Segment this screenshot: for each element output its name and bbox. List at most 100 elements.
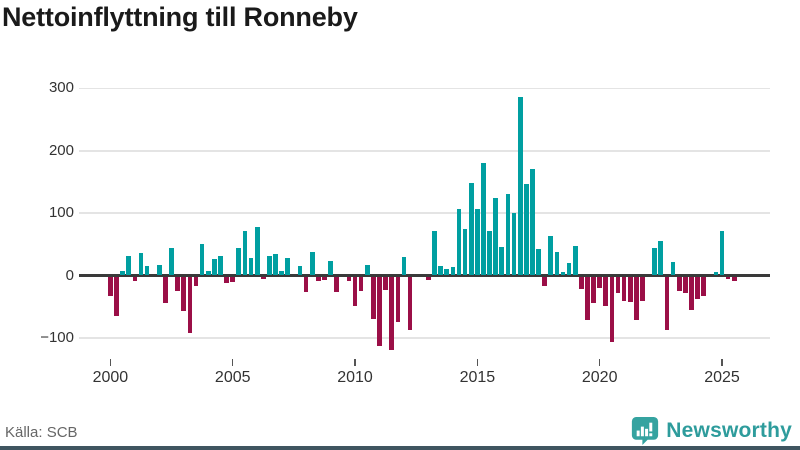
- bar-2008-q1: [303, 276, 309, 293]
- bar-2008-q2: [309, 252, 315, 276]
- bar-2011-q4: [395, 276, 401, 323]
- gridline-y-300: [79, 87, 770, 90]
- bar-2004-q1: [205, 271, 211, 276]
- bar-2006-q3: [267, 256, 272, 276]
- x-axis-label-2015: 2015: [459, 369, 496, 386]
- bar-2005-q2: [236, 248, 242, 276]
- bar-2001-q2: [138, 253, 144, 276]
- bar-2011-q3: [389, 276, 395, 351]
- bar-2000-q3: [120, 270, 125, 276]
- bar-2015-q4: [493, 198, 499, 276]
- y-axis-label-100: 100: [48, 204, 74, 222]
- bar-2010-q3: [364, 264, 370, 276]
- bar-2003-q4: [199, 243, 205, 276]
- bar-2019-q2: [578, 276, 584, 289]
- bar-2006-q1: [254, 227, 260, 276]
- bar-2005-q4: [248, 258, 254, 276]
- bar-2011-q2: [383, 276, 388, 291]
- x-axis-tick-2015: [476, 359, 479, 366]
- bar-2004-q4: [224, 276, 229, 284]
- bar-2015-q2: [481, 163, 486, 276]
- bar-2014-q3: [462, 228, 468, 276]
- bar-2022-q4: [664, 276, 670, 330]
- gridline-y-200: [79, 150, 770, 152]
- bar-2019-q4: [591, 276, 596, 303]
- bar-2016-q4: [517, 97, 523, 276]
- bar-2010-q1: [352, 276, 358, 306]
- bar-2021-q3: [634, 276, 639, 320]
- bar-2021-q1: [621, 276, 627, 301]
- zero-axis-line: [79, 274, 770, 277]
- newsworthy-wordmark: Newsworthy: [666, 419, 792, 442]
- newsworthy-logo[interactable]: Newsworthy: [631, 416, 792, 446]
- bar-2002-q3: [169, 248, 174, 276]
- y-axis-label-0: 0: [65, 266, 74, 284]
- bar-2004-q2: [212, 258, 217, 276]
- bar-2018-q2: [554, 252, 560, 276]
- bar-2007-q1: [279, 271, 284, 276]
- bar-2016-q1: [499, 246, 505, 276]
- gridline-y--100: [79, 337, 770, 339]
- bar-2013-q2: [432, 231, 437, 276]
- bar-2002-q4: [175, 276, 180, 292]
- bar-2011-q1: [377, 276, 382, 347]
- bar-2000-q4: [126, 255, 132, 276]
- bar-2019-q3: [585, 276, 590, 321]
- bar-2002-q1: [156, 264, 162, 276]
- bar-2012-q1: [401, 257, 407, 276]
- bar-2024-q1: [695, 276, 700, 299]
- bar-2020-q3: [609, 276, 615, 342]
- bar-2017-q2: [530, 168, 535, 276]
- bar-2010-q4: [371, 276, 376, 319]
- bar-2021-q2: [627, 276, 633, 303]
- bar-2000-q1: [108, 276, 113, 297]
- bar-2025-q1: [719, 230, 725, 276]
- source-label: Källa: SCB: [5, 424, 78, 441]
- bar-2024-q2: [701, 276, 706, 297]
- bar-2020-q1: [597, 276, 603, 289]
- x-axis-label-2005: 2005: [214, 369, 251, 386]
- bar-2021-q4: [640, 276, 645, 301]
- bar-2001-q1: [132, 276, 138, 282]
- bar-2003-q2: [187, 276, 193, 333]
- bar-2023-q3: [682, 276, 688, 294]
- bar-2023-q4: [689, 276, 694, 310]
- bar-2009-q1: [328, 260, 333, 276]
- bar-2005-q1: [230, 276, 236, 283]
- bar-2023-q1: [670, 262, 676, 276]
- y-axis-label--100: −100: [40, 328, 74, 346]
- chart-title: Nettoinflyttning till Ronneby: [2, 2, 358, 32]
- bar-2014-q4: [468, 183, 474, 276]
- bar-2003-q1: [181, 276, 187, 312]
- bar-2019-q1: [572, 245, 578, 276]
- bar-2017-q3: [536, 248, 541, 276]
- bar-2014-q2: [456, 208, 462, 276]
- bar-2022-q2: [652, 248, 658, 276]
- bar-2009-q4: [346, 276, 352, 282]
- bar-2024-q4: [713, 271, 719, 276]
- x-axis-label-2025: 2025: [704, 369, 740, 386]
- bar-2008-q4: [322, 276, 327, 280]
- x-axis-label-2020: 2020: [581, 369, 618, 386]
- bar-2008-q3: [315, 276, 321, 281]
- bottom-brand-strip: [0, 446, 800, 450]
- gridline-y-100: [79, 212, 770, 214]
- x-axis-label-2000: 2000: [92, 369, 129, 386]
- bar-2006-q2: [260, 276, 266, 279]
- bar-2025-q2: [725, 276, 731, 279]
- bar-2010-q2: [358, 276, 364, 292]
- bar-2007-q2: [285, 258, 291, 276]
- bar-2018-q1: [548, 235, 554, 276]
- bar-2015-q3: [487, 231, 492, 276]
- bar-2003-q3: [193, 276, 199, 287]
- bar-2012-q2: [407, 276, 413, 331]
- x-axis-tick-2000: [109, 359, 112, 366]
- bar-2001-q3: [144, 265, 150, 276]
- bar-2002-q2: [163, 276, 168, 304]
- bar-2013-q4: [444, 268, 450, 276]
- bar-2013-q3: [438, 266, 443, 276]
- y-axis-label-300: 300: [48, 79, 74, 97]
- bar-2020-q4: [615, 276, 621, 294]
- bar-2005-q3: [242, 230, 248, 276]
